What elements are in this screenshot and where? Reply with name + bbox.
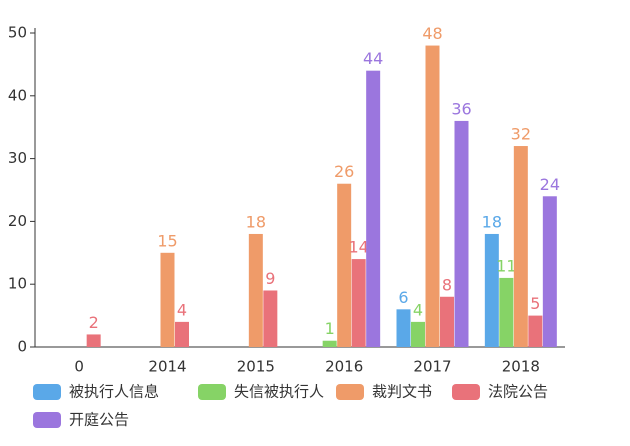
bar [175, 321, 189, 347]
bar [322, 340, 337, 347]
data-label: 6 [398, 288, 408, 307]
y-tick-label: 30 [8, 149, 27, 167]
data-label: 15 [157, 231, 177, 250]
y-tick-label: 50 [8, 24, 27, 42]
data-label: 24 [540, 175, 560, 194]
data-label: 1 [325, 319, 335, 338]
data-label: 48 [422, 24, 442, 43]
legend-label: 失信被执行人 [234, 383, 324, 401]
bar [263, 290, 278, 347]
y-tick-label: 20 [8, 212, 27, 230]
bar [528, 315, 543, 347]
x-tick-label: 2015 [237, 358, 275, 376]
x-tick-label: 2018 [502, 358, 540, 376]
data-label: 18 [482, 212, 502, 231]
bar [337, 183, 352, 347]
y-tick-label: 10 [8, 275, 27, 293]
bar [425, 45, 440, 348]
data-label: 44 [363, 49, 383, 68]
legend-swatch [452, 384, 480, 400]
legend-swatch [33, 412, 61, 428]
data-label: 32 [511, 125, 531, 144]
legend-swatch [198, 384, 226, 400]
bar [499, 277, 514, 347]
y-tick-label: 40 [8, 86, 27, 104]
data-label: 2 [89, 313, 99, 332]
legend-swatch [33, 384, 61, 400]
data-label: 8 [442, 275, 452, 294]
data-label: 4 [413, 300, 423, 319]
data-label: 36 [451, 99, 471, 118]
x-tick-label: 2016 [325, 358, 363, 376]
data-label: 18 [246, 212, 266, 231]
bar [396, 309, 411, 347]
data-label: 5 [530, 294, 540, 313]
data-label: 26 [334, 162, 354, 181]
legend-label: 开庭公告 [69, 411, 129, 429]
x-tick-label: 2014 [148, 358, 186, 376]
data-label: 4 [177, 300, 187, 319]
data-label: 14 [348, 238, 368, 257]
legend-label: 被执行人信息 [69, 383, 159, 401]
legend-label: 裁判文书 [372, 383, 432, 401]
bar [411, 321, 425, 347]
bar [440, 296, 454, 347]
legend-label: 法院公告 [488, 383, 548, 401]
bar [513, 146, 528, 347]
bar [86, 334, 101, 347]
y-tick-label: 0 [17, 338, 27, 356]
data-label: 9 [265, 269, 275, 288]
data-label: 11 [496, 256, 516, 275]
x-tick-label: 2017 [413, 358, 451, 376]
bar [248, 233, 263, 347]
bar [351, 259, 366, 347]
bar [160, 252, 175, 347]
legend-swatch [336, 384, 364, 400]
bar [542, 196, 557, 347]
x-tick-label: 0 [74, 358, 84, 376]
bar [454, 120, 469, 347]
bar [484, 233, 499, 347]
bar [366, 70, 381, 348]
